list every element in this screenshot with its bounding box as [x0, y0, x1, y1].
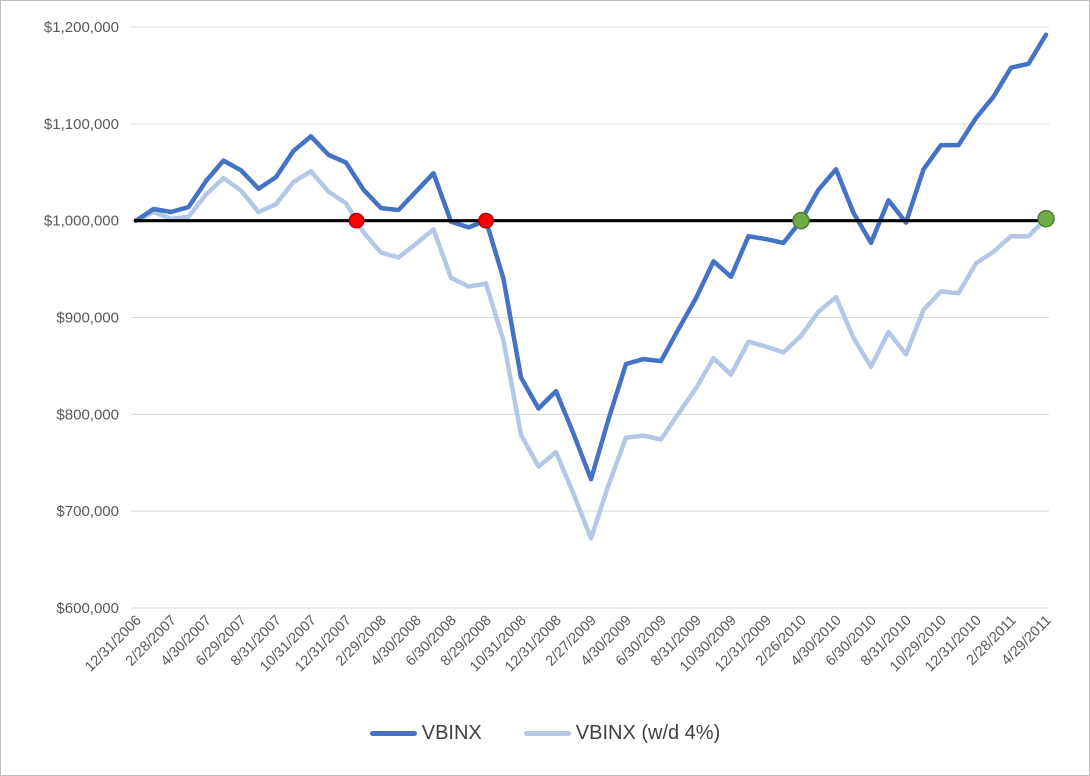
y-tick-label: $700,000 [56, 503, 119, 520]
legend-swatch-vbinx-wd4 [523, 731, 571, 736]
green-dot-marker [792, 211, 810, 230]
legend-label-vbinx: VBINX [421, 722, 482, 744]
y-tick-label: $1,100,000 [44, 116, 119, 133]
y-tick-label: $1,200,000 [44, 19, 119, 36]
series-line-vbinx [133, 32, 1049, 482]
legend-item-vbinx-wd4[interactable]: VBINX (w/d 4%) [523, 722, 721, 745]
red-dot-marker [348, 212, 365, 229]
y-tick-label: $900,000 [56, 310, 119, 327]
legend-label-vbinx-wd4: VBINX (w/d 4%) [575, 722, 721, 744]
series-line-vbinx-wd4 [133, 169, 1049, 541]
y-tick-label: $600,000 [56, 600, 119, 617]
y-tick-label: $1,000,000 [44, 213, 119, 230]
red-dot-marker [478, 212, 494, 229]
chart-legend: VBINX VBINX (w/d 4%) [1, 722, 1089, 745]
green-dot-marker [1037, 209, 1055, 228]
legend-swatch-vbinx [369, 731, 417, 736]
y-tick-label: $800,000 [56, 406, 119, 423]
legend-item-vbinx[interactable]: VBINX [369, 722, 482, 745]
